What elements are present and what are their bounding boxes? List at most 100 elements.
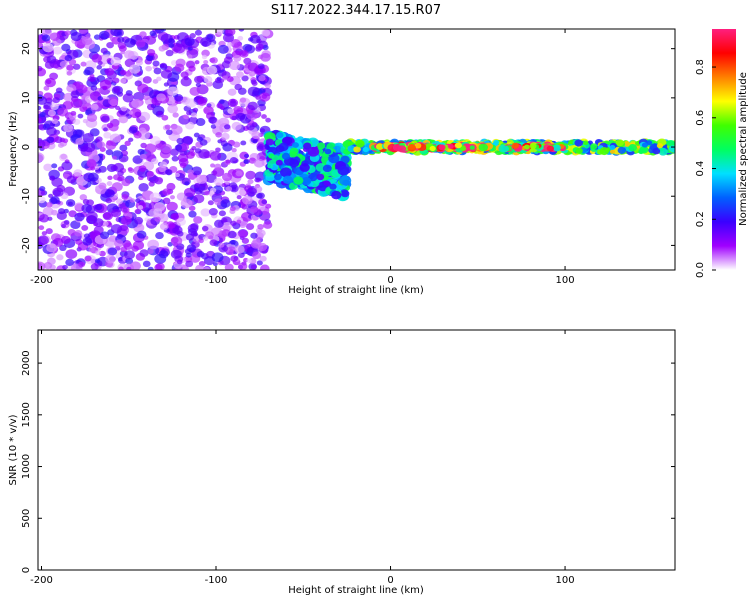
snr-frame <box>37 329 676 571</box>
spectrogram-cell <box>232 141 241 148</box>
spectrogram-cell <box>41 231 47 236</box>
spectrogram-cell <box>105 254 116 264</box>
spectrogram-cell <box>90 263 99 270</box>
spectrogram-y-tick-label: -10 <box>21 188 32 204</box>
spectrogram-x-axis-label: Height of straight line (km) <box>288 285 424 296</box>
spectrogram-cell <box>133 131 142 139</box>
colorbar-label: Normalized spectral amplitude <box>738 72 749 226</box>
spectrogram-cell <box>110 29 122 37</box>
spectrogram-cell <box>66 64 74 71</box>
spectrogram-cell <box>134 208 141 214</box>
spectrogram-cell <box>97 96 103 101</box>
spectrogram-cell <box>339 175 352 186</box>
spectrogram-cell <box>656 143 664 149</box>
spectrogram-cell <box>194 148 202 154</box>
colorbar-tick-label: 0.8 <box>695 59 706 75</box>
spectrogram-cell <box>546 145 555 152</box>
spectrogram-cell <box>150 158 159 165</box>
spectrogram-cell <box>188 205 196 211</box>
spectrogram-cell <box>191 145 197 151</box>
spectrogram-cell <box>56 211 67 220</box>
spectrogram-cell <box>244 153 250 159</box>
spectrogram-cell <box>189 86 201 96</box>
spectrogram-cell <box>190 222 199 230</box>
spectrogram-cell <box>176 217 186 226</box>
spectrogram-cell <box>158 45 166 52</box>
spectrogram-cell <box>154 264 163 270</box>
spectrogram-cell <box>167 86 179 96</box>
spectrogram-cell <box>340 190 350 198</box>
spectrogram-cell <box>447 143 454 149</box>
spectrogram-x-tick-label: 0 <box>387 275 393 286</box>
spectrogram-cell <box>322 164 332 173</box>
spectrogram-cell <box>219 78 225 83</box>
spectrogram-cell <box>215 29 224 35</box>
spectrogram-cell <box>250 206 258 213</box>
spectrogram-cell <box>353 146 361 153</box>
spectrogram-cell <box>57 107 69 117</box>
spectrogram-cell <box>228 249 235 254</box>
spectrogram-cell <box>160 62 167 69</box>
snr-y-tick-label: 500 <box>21 509 32 528</box>
spectrogram-cell <box>203 60 209 65</box>
spectrogram-cell <box>50 103 59 111</box>
spectrogram-cell <box>170 236 183 246</box>
spectrogram-cell <box>250 232 258 239</box>
spectrogram-cell <box>125 257 134 265</box>
spectrogram-cell <box>236 71 244 78</box>
spectrogram-cell <box>226 76 234 83</box>
spectrogram-cell <box>67 228 76 236</box>
spectrogram-cell <box>129 64 141 74</box>
spectrogram-cell <box>153 202 166 212</box>
spectrogram-x-tick-label: 100 <box>556 275 575 286</box>
spectrogram-cell <box>103 131 112 139</box>
spectrogram-cell <box>124 140 131 147</box>
spectrogram-cell <box>64 54 73 62</box>
snr-x-ticks: -200 -100 0 100 <box>30 330 575 586</box>
spectrogram-cell <box>239 49 249 58</box>
spectrogram-cell <box>38 124 44 130</box>
colorbar-tick-label: 0.2 <box>695 211 706 227</box>
spectrogram-cell <box>137 205 144 210</box>
spectrogram-cell <box>276 132 284 139</box>
spectrogram-cell <box>251 81 258 87</box>
spectrogram-cell <box>623 141 631 147</box>
snr-panel: -200 -100 0 100 0 500 1000 1500 2000 Height of … <box>8 329 676 596</box>
spectrogram-cell <box>41 29 52 37</box>
spectrogram-cell <box>160 29 166 32</box>
spectrogram-cell <box>236 195 242 200</box>
spectrogram-cell <box>38 196 46 204</box>
spectrogram-cell <box>56 254 64 261</box>
spectrogram-cell <box>165 169 172 175</box>
spectrogram-cell <box>183 114 190 120</box>
spectrogram-cell <box>264 83 271 89</box>
spectrogram-cell <box>48 193 54 199</box>
spectrogram-cell <box>38 139 46 149</box>
spectrogram-cell <box>196 174 208 184</box>
spectrogram-cell <box>194 60 200 65</box>
spectrogram-cell <box>222 221 233 231</box>
spectrogram-cell <box>81 203 93 213</box>
spectrogram-cell <box>86 158 96 167</box>
spectrogram-cell <box>82 133 94 143</box>
spectrogram-cell <box>257 63 265 70</box>
spectrogram-cell <box>196 251 205 258</box>
spectrogram-cell <box>134 111 142 118</box>
spectrogram-cell <box>316 173 325 181</box>
spectrogram-cell <box>193 194 205 204</box>
spectrogram-cell <box>94 258 101 264</box>
spectrogram-cell <box>222 75 229 81</box>
spectrogram-cell <box>226 42 233 47</box>
spectrogram-cell <box>166 182 176 191</box>
spectrogram-cell <box>158 165 166 173</box>
spectrogram-cell <box>55 87 63 94</box>
spectrogram-cell <box>100 47 108 54</box>
snr-x-tick-label: -100 <box>205 575 228 586</box>
spectrogram-cell <box>89 76 96 83</box>
spectrogram-cell <box>172 225 183 235</box>
spectrogram-cell <box>121 178 131 187</box>
spectrogram-cell <box>90 103 99 111</box>
spectrogram-cell <box>355 139 365 148</box>
spectrogram-cell <box>220 199 231 208</box>
